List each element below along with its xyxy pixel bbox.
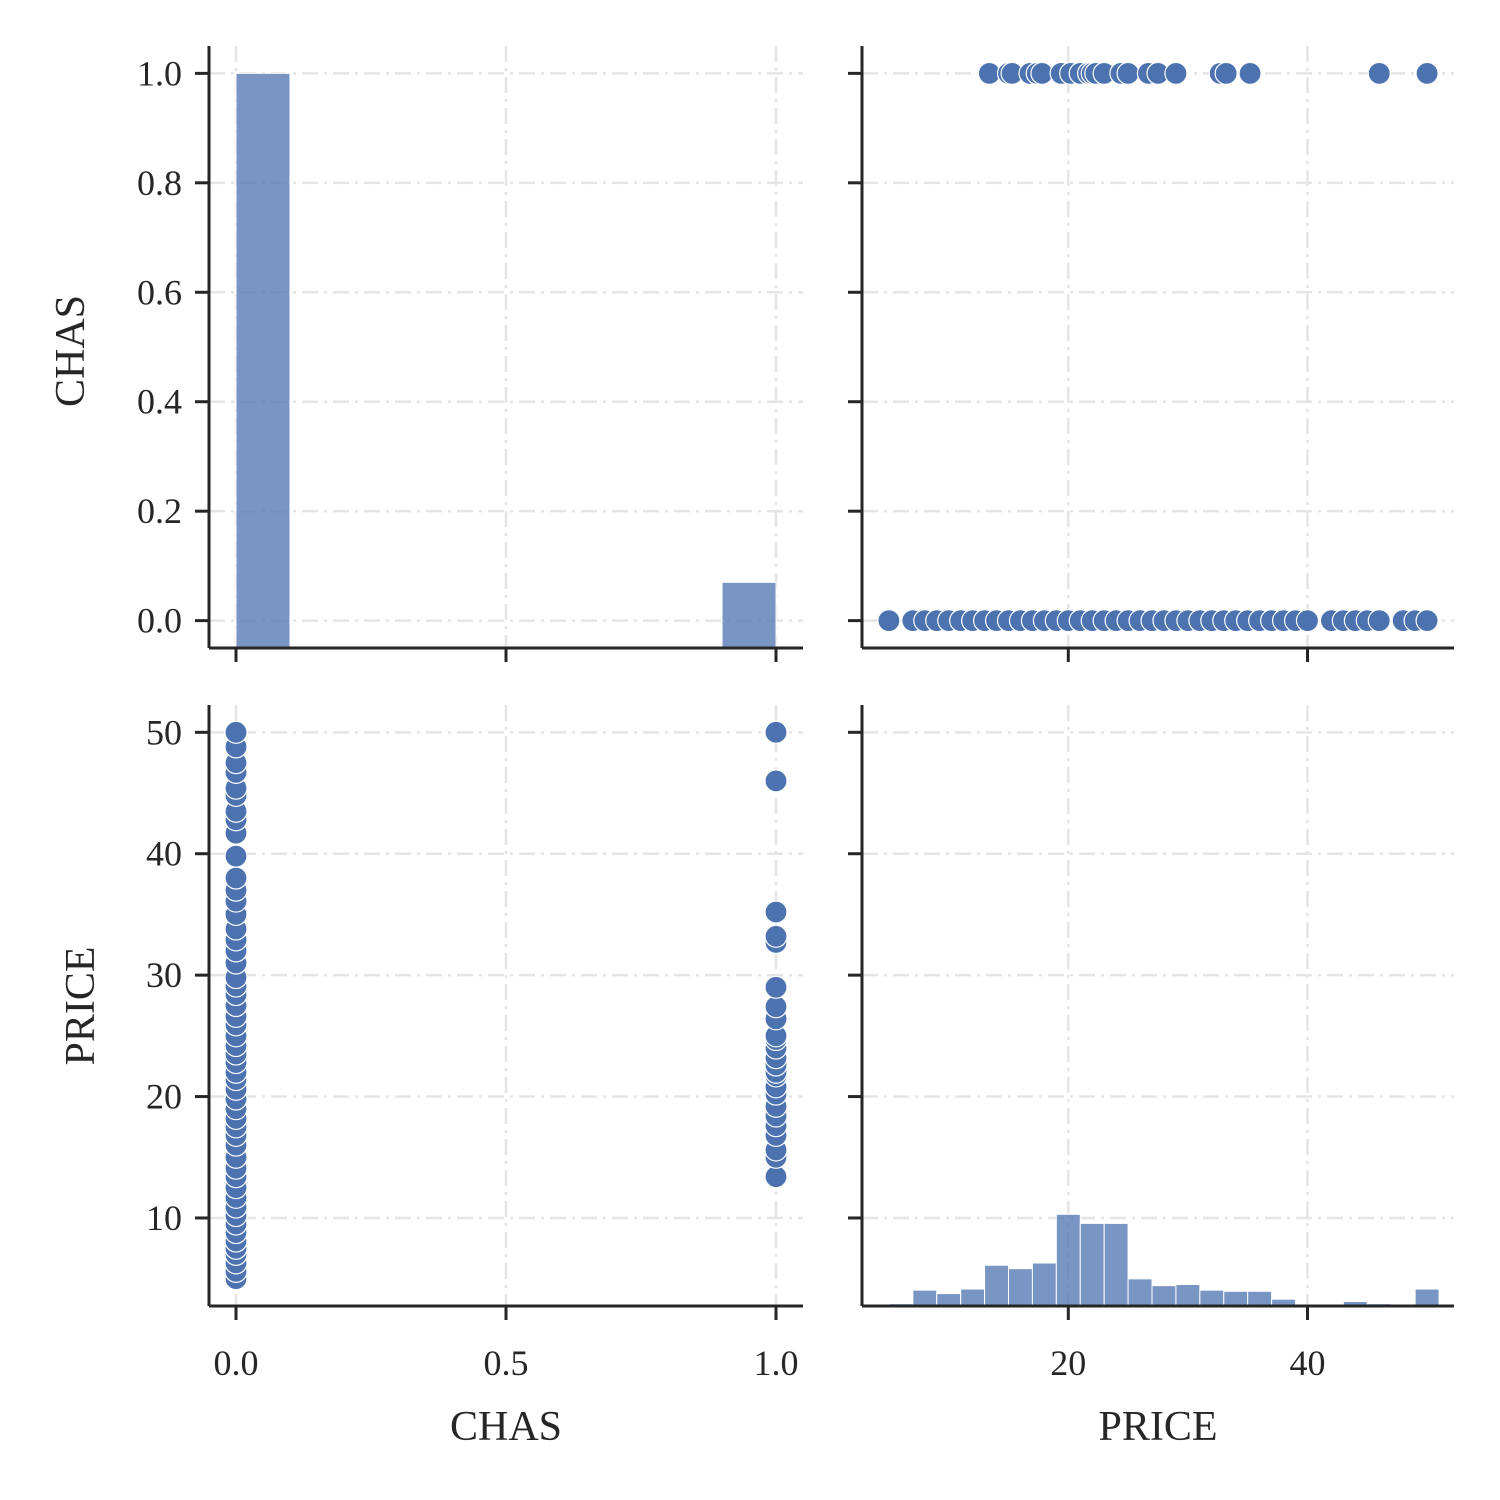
y-axis-title-price: PRICE — [58, 946, 104, 1065]
panel-chas-vs-price-scatter — [848, 46, 1454, 662]
scatter-point — [1238, 61, 1262, 85]
histogram-bar — [1151, 1285, 1177, 1307]
y-axis-title-chas: CHAS — [48, 295, 94, 407]
y-tick-label: 0.0 — [137, 601, 182, 641]
histogram-bar — [960, 1288, 986, 1307]
scatter-point — [1214, 61, 1238, 85]
x-axis-title-price: PRICE — [1098, 1404, 1217, 1450]
y-tick-label: 1.0 — [137, 53, 182, 93]
histogram-bar — [936, 1293, 962, 1307]
scatter-point — [224, 720, 248, 744]
x-axis-title-chas: CHAS — [450, 1404, 562, 1450]
scatter-point — [1367, 61, 1391, 85]
histogram-bar — [1031, 1262, 1057, 1307]
scatter-point — [764, 900, 788, 924]
scatter-point — [1164, 61, 1188, 85]
histogram-bar — [1414, 1288, 1440, 1307]
panel-price-histogram: 20 40 — [848, 705, 1454, 1383]
scatter-point — [764, 924, 788, 948]
histogram-bar — [235, 72, 291, 649]
scatter-point — [764, 995, 788, 1019]
scatter-point — [1415, 61, 1439, 85]
histogram-bar — [1079, 1222, 1105, 1307]
scatter-point — [1116, 61, 1140, 85]
x-tick-label: 0.0 — [214, 1343, 259, 1383]
y-tick-label: 40 — [146, 834, 182, 874]
y-tick-label: 50 — [146, 712, 182, 752]
histogram-bar — [1175, 1283, 1201, 1307]
histogram-bar — [1247, 1290, 1273, 1307]
scatter-point — [877, 609, 901, 633]
histogram-bar — [984, 1264, 1010, 1307]
y-tick-label: 30 — [146, 955, 182, 995]
histogram-bar — [1008, 1268, 1033, 1307]
histogram-bar — [912, 1289, 938, 1307]
y-tick-label: 0.4 — [137, 382, 182, 422]
y-tick-label: 20 — [146, 1077, 182, 1117]
scatter-point — [764, 769, 788, 793]
scatter-point — [764, 975, 788, 999]
panel-price-vs-chas-scatter: 0.0 0.5 1.0 10 20 30 40 50 — [146, 705, 803, 1383]
scatter-point — [764, 720, 788, 744]
y-tick-label: 0.8 — [137, 163, 182, 203]
x-tick-label: 40 — [1289, 1343, 1325, 1383]
y-tick-label: 0.6 — [137, 272, 182, 312]
histogram-bar — [1223, 1290, 1249, 1307]
histogram-bar — [1103, 1222, 1129, 1307]
scatter-point — [1367, 609, 1391, 633]
x-tick-label: 20 — [1050, 1343, 1086, 1383]
scatter-point — [1415, 609, 1439, 633]
y-tick-label: 0.2 — [137, 491, 182, 531]
panel-chas-histogram: 0.0 0.2 0.4 0.6 0.8 1.0 — [137, 46, 803, 662]
histogram-bar — [1199, 1289, 1225, 1307]
histogram-bar — [1127, 1278, 1153, 1307]
scatter-point — [1295, 609, 1320, 633]
x-tick-label: 1.0 — [754, 1343, 799, 1383]
y-tick-label: 10 — [146, 1198, 182, 1238]
x-tick-label: 0.5 — [484, 1343, 529, 1383]
scatter-point — [224, 844, 248, 868]
histogram-bar — [721, 581, 777, 649]
scatter-point — [224, 866, 248, 890]
scatter-point — [764, 1165, 788, 1189]
histogram-bar — [1055, 1213, 1081, 1307]
